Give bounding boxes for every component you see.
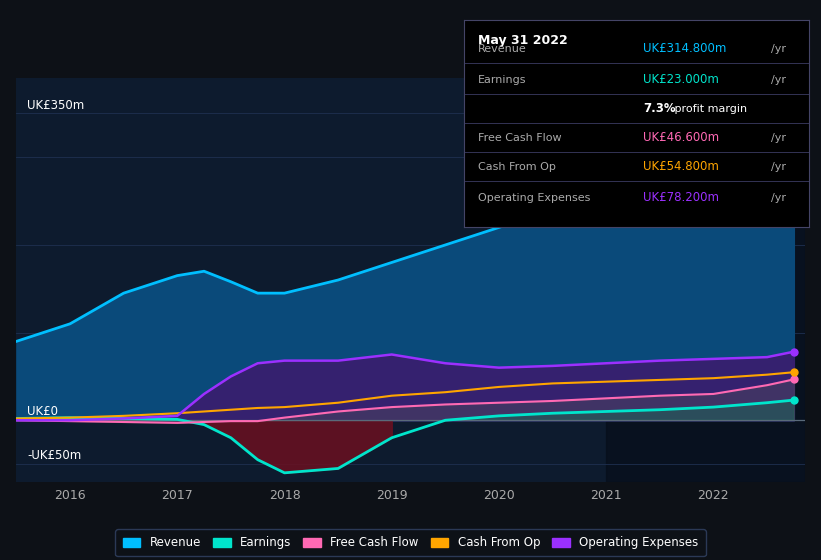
Text: /yr: /yr	[771, 44, 786, 54]
Text: UK£54.800m: UK£54.800m	[643, 160, 719, 173]
Text: profit margin: profit margin	[671, 104, 747, 114]
Text: -UK£50m: -UK£50m	[27, 449, 81, 463]
Text: May 31 2022: May 31 2022	[478, 34, 567, 47]
Text: UK£23.000m: UK£23.000m	[643, 73, 719, 86]
Text: Free Cash Flow: Free Cash Flow	[478, 133, 562, 143]
Text: UK£0: UK£0	[27, 405, 58, 418]
Text: /yr: /yr	[771, 162, 786, 172]
Text: Cash From Op: Cash From Op	[478, 162, 556, 172]
Bar	[606, 78, 805, 482]
Text: /yr: /yr	[771, 193, 786, 203]
Text: UK£78.200m: UK£78.200m	[643, 192, 719, 204]
Text: Revenue: Revenue	[478, 44, 526, 54]
Text: Earnings: Earnings	[478, 74, 526, 85]
Text: UK£46.600m: UK£46.600m	[643, 131, 719, 144]
Text: /yr: /yr	[771, 74, 786, 85]
Text: UK£314.800m: UK£314.800m	[643, 42, 727, 55]
Legend: Revenue, Earnings, Free Cash Flow, Cash From Op, Operating Expenses: Revenue, Earnings, Free Cash Flow, Cash …	[116, 529, 705, 556]
Text: /yr: /yr	[771, 133, 786, 143]
Text: 7.3%: 7.3%	[643, 102, 676, 115]
Text: Operating Expenses: Operating Expenses	[478, 193, 590, 203]
Text: UK£350m: UK£350m	[27, 99, 85, 111]
